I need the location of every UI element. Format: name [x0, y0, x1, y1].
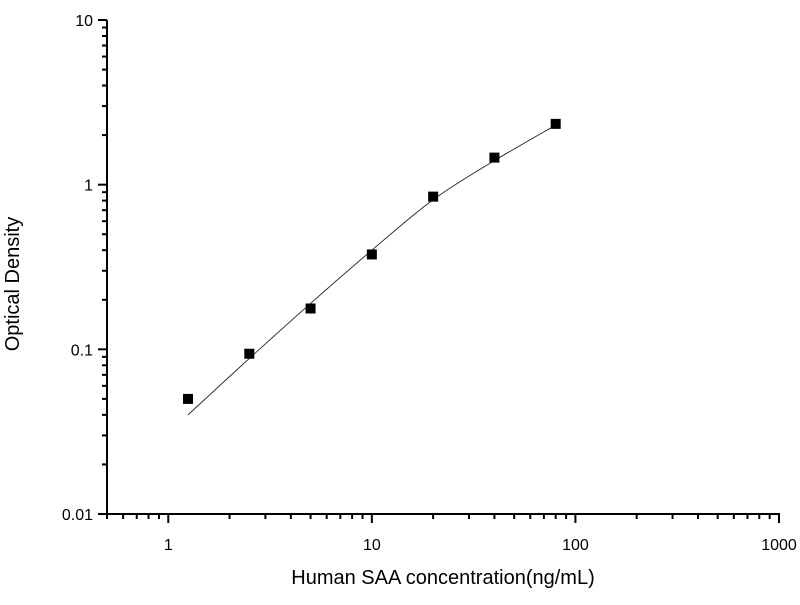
x-tick-label: 100 — [562, 537, 589, 554]
axes: 1 10 100 1000 0.01 0.1 1 10 — [62, 13, 797, 554]
y-tick-label: 1 — [84, 178, 93, 195]
y-tick-label: 0.1 — [71, 342, 93, 359]
data-point — [183, 393, 194, 404]
data-point — [550, 118, 561, 129]
data-point — [244, 348, 255, 359]
fit-curve-group — [187, 124, 556, 416]
data-point — [428, 191, 439, 202]
data-point — [366, 249, 377, 260]
fit-curve-line — [187, 124, 556, 416]
data-points — [183, 118, 561, 404]
data-point — [305, 303, 316, 314]
y-tick-label: 10 — [75, 13, 93, 30]
x-axis-title: Human SAA concentration(ng/mL) — [291, 567, 595, 589]
data-point — [489, 152, 500, 163]
x-tick-label: 1 — [164, 537, 173, 554]
x-tick-label: 1000 — [761, 537, 797, 554]
x-tick-label: 10 — [363, 537, 381, 554]
y-axis-title: Optical Density — [2, 217, 24, 352]
y-tick-label: 0.01 — [62, 507, 93, 524]
